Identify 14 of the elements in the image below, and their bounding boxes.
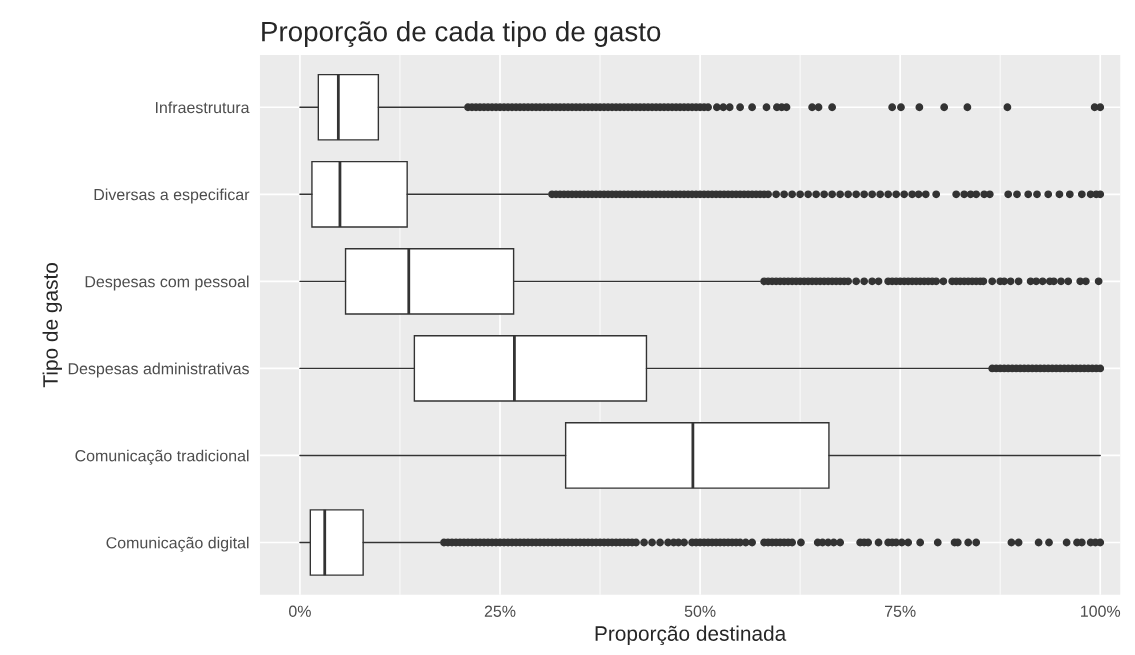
y-tick-label: Despesas administrativas bbox=[68, 362, 249, 378]
chart-title: Proporção de cada tipo de gasto bbox=[262, 21, 661, 48]
y-tick-label: Infraestrutura bbox=[155, 101, 250, 114]
x-tick-label: 0% bbox=[289, 605, 311, 617]
y-tick-label: Despesas com pessoal bbox=[85, 275, 249, 291]
y-axis-title: Tipo de gasto bbox=[42, 263, 62, 388]
x-tick-label: 25% bbox=[484, 605, 516, 617]
x-tick-label: 100% bbox=[1081, 605, 1121, 617]
y-tick-label: Comunicação tradicional bbox=[75, 449, 249, 465]
x-tick-label: 50% bbox=[684, 605, 716, 617]
x-axis-title: Proporção destinada bbox=[595, 625, 787, 646]
y-tick-label: Diversas a especificar bbox=[94, 188, 250, 204]
y-tick-label: Comunicação digital bbox=[106, 536, 249, 552]
x-tick-label: 75% bbox=[885, 605, 916, 617]
